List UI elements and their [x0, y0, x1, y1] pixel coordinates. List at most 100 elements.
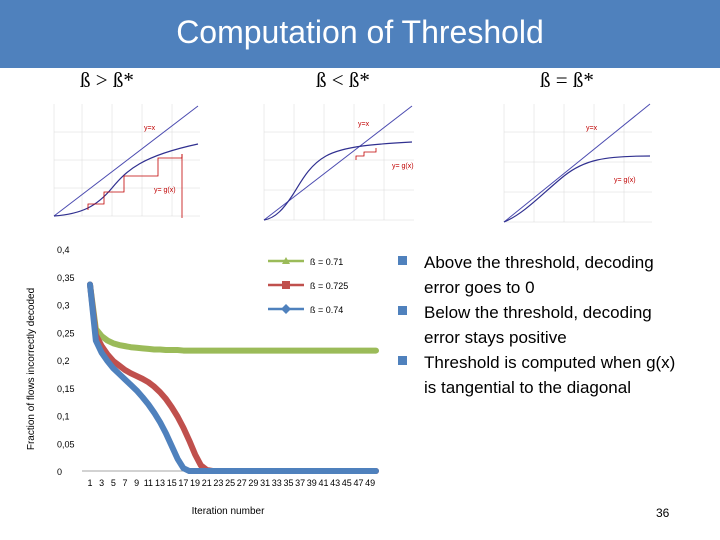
data-point [117, 363, 122, 368]
y-tick-label: 0,05 [57, 439, 75, 449]
x-tick-label: 45 [342, 478, 352, 488]
data-point [123, 367, 128, 372]
data-point [233, 348, 238, 353]
data-point [158, 390, 163, 395]
x-tick-label: 13 [155, 478, 165, 488]
diagonal-line [263, 105, 413, 221]
thumb-label-gx: y= g(x) [154, 187, 176, 194]
bullet-item: Above the threshold, decoding error goes… [398, 250, 688, 300]
data-point [286, 348, 291, 353]
data-point [198, 469, 203, 473]
data-point [216, 469, 221, 473]
x-tick-label: 11 [144, 478, 153, 488]
bullet-item: Threshold is computed when g(x) is tange… [398, 350, 688, 400]
data-point [140, 395, 145, 400]
data-point [152, 410, 157, 415]
data-point [303, 469, 308, 473]
data-point [210, 348, 215, 353]
data-point [146, 402, 151, 407]
y-tick-label: 0 [57, 467, 62, 477]
data-point [280, 469, 285, 473]
data-point [88, 282, 92, 287]
x-tick-label: 3 [99, 478, 104, 488]
thumb-label-gx: y= g(x) [614, 177, 636, 184]
data-point [99, 350, 104, 355]
data-point [350, 469, 355, 473]
data-point [274, 469, 279, 473]
x-tick-label: 43 [330, 478, 340, 488]
data-point [193, 348, 198, 353]
x-tick-label: 39 [307, 478, 317, 488]
thumb-label-yx: y=x [144, 125, 156, 132]
data-point [169, 405, 174, 410]
thumb-label-gx: y= g(x) [392, 163, 414, 170]
data-point [216, 348, 221, 353]
data-point [239, 348, 244, 353]
data-point [333, 348, 338, 353]
x-tick-label: 27 [237, 478, 247, 488]
data-point [181, 348, 186, 353]
data-point [321, 469, 326, 473]
data-point [309, 469, 314, 473]
x-tick-label: 29 [248, 478, 258, 488]
data-point [193, 469, 198, 473]
y-tick-label: 0,3 [57, 301, 70, 311]
data-point [169, 348, 174, 353]
x-tick-label: 5 [111, 478, 116, 488]
data-point [93, 338, 98, 343]
title-bar [0, 0, 720, 68]
data-point [117, 343, 122, 348]
data-point [222, 469, 227, 473]
y-tick-label: 0,25 [57, 328, 75, 338]
data-point [298, 348, 303, 353]
data-point [356, 348, 361, 353]
data-point [362, 348, 367, 353]
data-point [292, 348, 297, 353]
data-point [263, 469, 268, 473]
g-curve [263, 141, 413, 221]
data-point [338, 348, 343, 353]
data-point [128, 382, 133, 387]
x-tick-label: 23 [213, 478, 223, 488]
legend-marker [281, 304, 291, 314]
data-point [327, 469, 332, 473]
data-point [228, 469, 233, 473]
data-point [298, 469, 303, 473]
diagonal-line [503, 103, 651, 223]
data-point [175, 414, 180, 419]
data-point [169, 444, 174, 449]
data-point [187, 469, 192, 473]
data-point [333, 469, 338, 473]
data-point [134, 388, 139, 393]
data-point [315, 469, 320, 473]
x-axis-title: Iteration number [192, 506, 265, 517]
data-point [245, 348, 250, 353]
y-tick-label: 0,15 [57, 384, 75, 394]
data-point [111, 366, 116, 371]
data-point [111, 341, 116, 346]
data-point [158, 420, 163, 425]
bullet-list: Above the threshold, decoding error goes… [398, 250, 688, 400]
x-tick-label: 47 [353, 478, 363, 488]
x-tick-label: 9 [134, 478, 139, 488]
data-point [111, 359, 116, 364]
data-point [128, 345, 133, 350]
staircase [87, 154, 183, 210]
data-point [146, 380, 151, 385]
data-point [228, 348, 233, 353]
x-tick-label: 15 [167, 478, 177, 488]
data-point [193, 452, 198, 457]
diagonal-line [53, 105, 199, 217]
data-point [338, 469, 343, 473]
thumbnail-beta-greater: y=x y= g(x) [42, 96, 204, 224]
slide-title: Computation of Threshold [176, 14, 544, 50]
data-point [134, 345, 139, 350]
data-point [140, 346, 145, 351]
data-point [105, 338, 110, 343]
data-point [374, 348, 378, 353]
thumb-label-yx: y=x [586, 125, 598, 132]
x-tick-label: 37 [295, 478, 305, 488]
bullet-item: Below the threshold, decoding error stay… [398, 300, 688, 350]
data-point [321, 348, 326, 353]
data-point [204, 348, 209, 353]
